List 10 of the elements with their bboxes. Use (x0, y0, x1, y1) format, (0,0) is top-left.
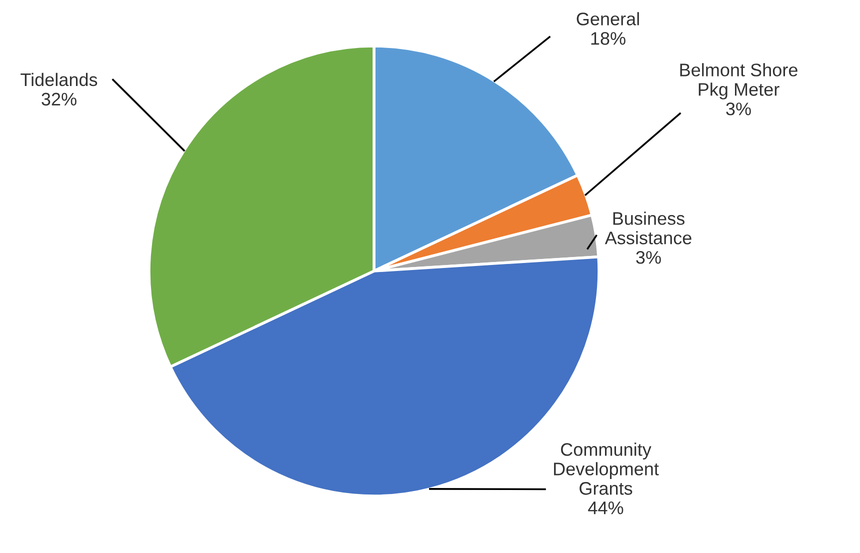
data-label: 3% (726, 102, 751, 116)
slice-label: General (576, 12, 639, 26)
slice-label: Belmont Shore Pkg Meter (680, 63, 798, 100)
slice-label: Tidelands (20, 72, 98, 86)
data-label: 18% (591, 32, 626, 45)
data-label: 32% (42, 92, 76, 106)
slice-label: Business Assistance (604, 212, 692, 244)
data-label: 44% (588, 502, 624, 514)
data-label: 3% (636, 251, 661, 264)
slice-label: Community Development Grants (554, 442, 659, 495)
